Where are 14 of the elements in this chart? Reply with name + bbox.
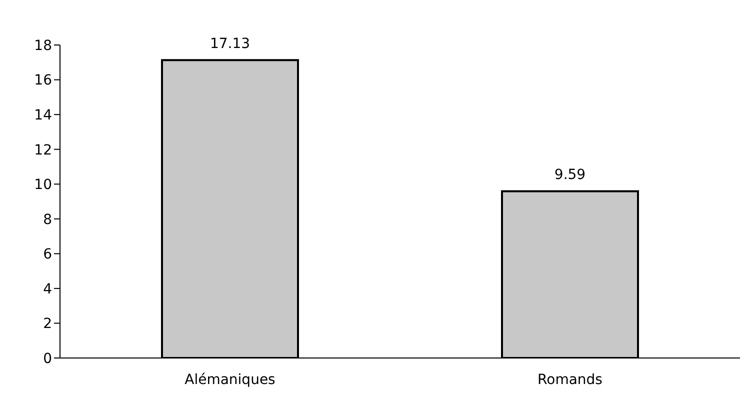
y-tick-label: 6	[43, 246, 52, 263]
y-tick-label: 8	[43, 212, 52, 228]
y-tick-label: 18	[34, 38, 52, 54]
y-tick-label: 4	[43, 281, 52, 298]
y-tick-label: 10	[34, 177, 52, 194]
y-tick-label: 2	[43, 316, 52, 332]
x-tick-label: Romands	[538, 372, 602, 388]
y-tick-label: 14	[34, 108, 52, 124]
y-tick-label: 12	[34, 142, 52, 158]
y-tick-label: 0	[43, 350, 52, 367]
y-tick-label: 16	[34, 72, 52, 89]
data-label: 9.59	[554, 167, 586, 184]
x-tick-label: Alémaniques	[184, 372, 276, 388]
data-label: 17.13	[210, 36, 250, 52]
